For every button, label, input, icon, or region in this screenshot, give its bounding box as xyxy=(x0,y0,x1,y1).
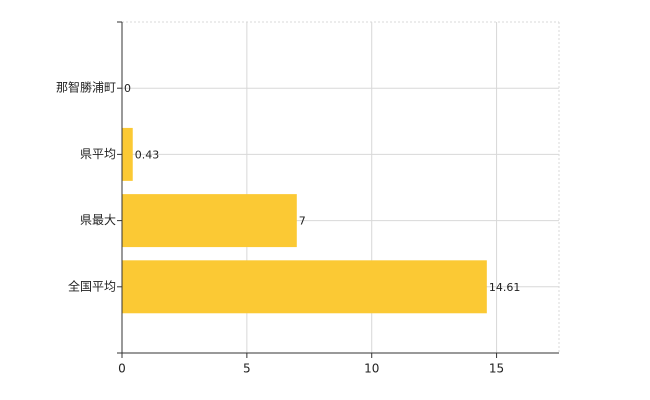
value-label: 14.61 xyxy=(489,281,521,294)
bar xyxy=(122,194,297,248)
x-tick-label: 0 xyxy=(118,362,126,376)
x-tick-label: 15 xyxy=(489,362,504,376)
y-tick-label: 那智勝浦町 xyxy=(56,80,116,95)
y-tick-label: 全国平均 xyxy=(68,278,116,293)
value-label: 0.43 xyxy=(135,148,160,161)
value-label: 7 xyxy=(299,215,306,228)
x-tick-label: 5 xyxy=(243,362,251,376)
y-tick-label: 県最大 xyxy=(80,213,116,227)
value-label: 0 xyxy=(124,82,131,95)
y-tick-label: 県平均 xyxy=(80,147,116,161)
bar xyxy=(122,260,487,314)
x-tick-label: 10 xyxy=(364,362,379,376)
bar xyxy=(122,127,133,181)
